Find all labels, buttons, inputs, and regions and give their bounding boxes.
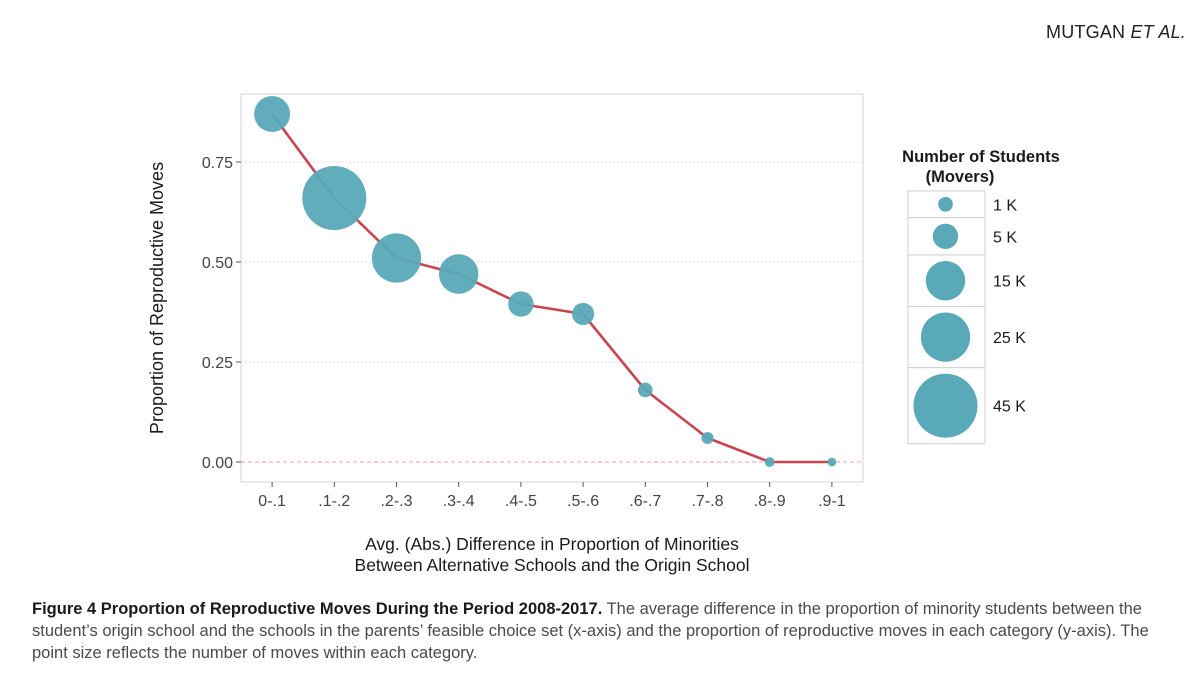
data-point-.2-.3 (371, 233, 422, 283)
y-tick-label: 0.25 (202, 355, 233, 372)
plot-panel (240, 93, 864, 483)
grid-lines (241, 161, 863, 463)
legend-key-circle (938, 197, 953, 212)
y-tick-label: 0.00 (202, 455, 233, 472)
legend-label: 45 K (993, 399, 1026, 416)
legend-entries: 1 K 5 K 15 K 25 K 45 K (907, 190, 1026, 445)
data-points (254, 96, 837, 467)
x-tick-label: .9-1 (818, 493, 846, 510)
x-tick-label: .7-.8 (691, 493, 723, 510)
legend-key-circle (925, 260, 966, 301)
running-head-etal: ET AL. (1130, 22, 1186, 42)
running-head: MUTGAN ET AL. (1046, 22, 1186, 43)
legend-key-circle (913, 373, 978, 438)
legend-label: 1 K (993, 197, 1017, 214)
legend-title-line1: Number of Students (902, 148, 1060, 166)
data-point-.8-.9 (764, 457, 775, 467)
data-point-.6-.7 (637, 382, 653, 398)
data-point-.1-.2 (302, 166, 367, 230)
legend-key-circle (920, 312, 971, 362)
x-tick-label: .1-.2 (318, 493, 350, 510)
trend-line (271, 113, 832, 464)
x-tick-label: 0-.1 (258, 493, 286, 510)
legend: Number of Students (Movers) 1 K 5 K 15 K 25… (902, 148, 1060, 445)
data-point-.5-.6 (572, 302, 595, 326)
x-tick-label: .6-.7 (629, 493, 661, 510)
plot-border (240, 93, 864, 483)
legend-label: 25 K (993, 330, 1026, 347)
data-point-.3-.4 (438, 254, 479, 294)
data-point-.9-1 (827, 457, 837, 467)
x-axis-title-line2: Between Alternative Schools and the Orig… (355, 555, 750, 575)
legend-label: 5 K (993, 229, 1017, 246)
x-tick-label: .3-.4 (443, 493, 475, 510)
x-axis-ticks: 0-.1 .1-.2 .2-.3 .3-.4 .4-.5 .5-.6 .6-.7 .7-.8.… (258, 482, 846, 510)
y-tick-label: 0.75 (202, 155, 233, 172)
caption-title: Figure 4 Proportion of Reproductive Move… (32, 600, 603, 618)
chart: 0.00 0.25 0.50 0.75 0-.1 .1-.2 .2-.3 .3-.4 .4-.… (147, 93, 1060, 575)
x-axis-title-line1: Avg. (Abs.) Difference in Proportion of … (365, 534, 739, 554)
legend-key-circle (932, 223, 959, 249)
legend-label: 15 K (993, 274, 1026, 291)
y-axis-title: Proportion of Reproductive Moves (147, 162, 167, 434)
x-tick-label: .8-.9 (754, 493, 786, 510)
series-line (271, 113, 832, 464)
figure-caption: Figure 4 Proportion of Reproductive Move… (32, 598, 1172, 664)
x-tick-label: .4-.5 (505, 493, 537, 510)
y-axis-ticks: 0.00 0.25 0.50 0.75 (202, 155, 241, 472)
running-head-authors: MUTGAN (1046, 22, 1126, 42)
x-tick-label: .2-.3 (380, 493, 412, 510)
data-point-.4-.5 (508, 291, 534, 317)
data-point-0-.1 (254, 96, 291, 132)
legend-title-line2: (Movers) (926, 168, 995, 186)
caption-text: The average difference in the proportion… (32, 600, 1149, 662)
y-tick-label: 0.50 (202, 255, 233, 272)
data-point-.7-.8 (701, 431, 714, 445)
x-tick-label: .5-.6 (567, 493, 599, 510)
